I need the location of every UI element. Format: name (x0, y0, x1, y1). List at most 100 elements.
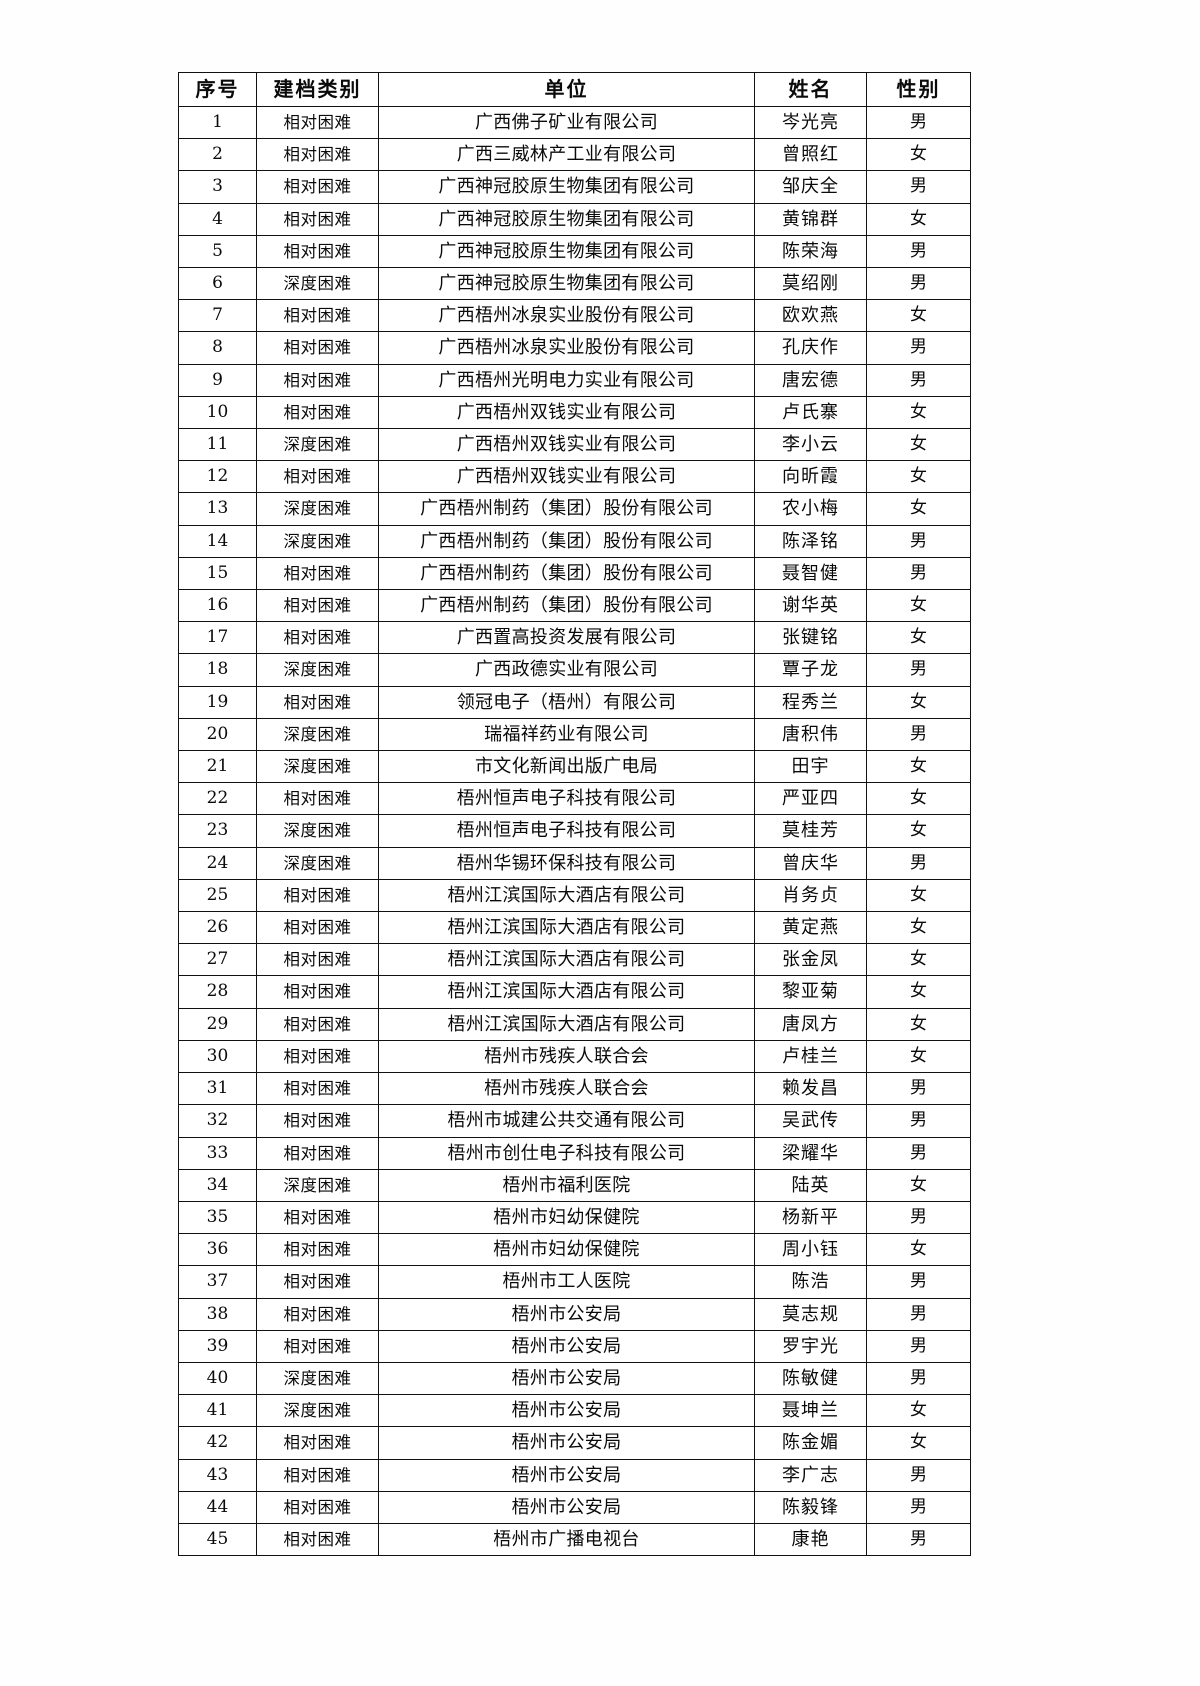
cell-gender: 男 (866, 1265, 971, 1299)
cell-seq: 33 (178, 1136, 257, 1170)
cell-category: 深度困难 (256, 428, 379, 462)
cell-name: 肖务贞 (754, 878, 867, 913)
cell-name: 梁耀华 (754, 1136, 867, 1170)
cell-seq: 2 (178, 138, 257, 172)
cell-seq: 3 (178, 170, 257, 204)
cell-gender: 男 (866, 105, 971, 140)
cell-name: 岑光亮 (754, 105, 867, 140)
table-row: 40 深度困难 梧州市公安局 陈敏健男 (178, 1361, 971, 1396)
cell-gender: 女 (866, 911, 971, 945)
cell-name: 陈浩 (754, 1265, 867, 1299)
cell-seq: 42 (178, 1426, 257, 1460)
cell-name: 唐宏德 (754, 363, 867, 397)
cell-unit: 梧州市公安局 (378, 1458, 755, 1492)
cell-seq: 41 (178, 1394, 257, 1428)
cell-unit: 广西神冠胶原生物集团有限公司 (378, 202, 755, 236)
cell-seq: 36 (178, 1233, 257, 1267)
cell-category: 相对困难 (256, 202, 379, 236)
cell-category: 相对困难 (256, 1490, 379, 1524)
cell-name: 欧欢燕 (754, 299, 867, 333)
cell-name: 田宇 (754, 750, 867, 784)
cell-unit: 广西梧州双钱实业有限公司 (378, 395, 755, 430)
cell-category: 相对困难 (256, 621, 379, 655)
table-row: 31 相对困难 梧州市残疾人联合会 赖发昌男 (178, 1072, 971, 1106)
cell-name: 聂智健 (754, 556, 867, 591)
cell-name: 陈毅锋 (754, 1490, 867, 1524)
cell-category: 相对困难 (256, 1522, 379, 1557)
cell-unit: 广西梧州光明电力实业有限公司 (378, 363, 755, 397)
cell-category: 相对困难 (256, 170, 379, 204)
cell-gender: 男 (866, 1458, 971, 1492)
cell-seq: 11 (178, 428, 257, 462)
cell-seq: 21 (178, 750, 257, 784)
table-row: 16 相对困难 广西梧州制药（集团）股份有限公司 谢华英女 (178, 589, 971, 623)
table-row: 19 相对困难 领冠电子（梧州）有限公司 程秀兰女 (178, 685, 971, 719)
cell-unit: 广西梧州制药（集团）股份有限公司 (378, 492, 755, 526)
cell-name: 黄定燕 (754, 911, 867, 945)
cell-gender: 男 (866, 1104, 971, 1138)
cell-category: 相对困难 (256, 395, 379, 430)
cell-gender: 女 (866, 460, 971, 494)
cell-seq: 17 (178, 621, 257, 655)
cell-unit: 梧州江滨国际大酒店有限公司 (378, 943, 755, 977)
cell-unit: 广西梧州冰泉实业股份有限公司 (378, 331, 755, 365)
cell-seq: 40 (178, 1361, 257, 1396)
cell-seq: 15 (178, 556, 257, 591)
column-header-unit: 单位 (378, 72, 755, 107)
cell-name: 黄锦群 (754, 202, 867, 236)
cell-name: 向昕霞 (754, 460, 867, 494)
cell-gender: 男 (866, 717, 971, 752)
cell-name: 程秀兰 (754, 685, 867, 719)
cell-category: 相对困难 (256, 1426, 379, 1460)
cell-gender: 男 (866, 363, 971, 397)
cell-name: 吴武传 (754, 1104, 867, 1138)
cell-unit: 广西三威林产工业有限公司 (378, 138, 755, 172)
cell-gender: 男 (866, 846, 971, 880)
cell-category: 相对困难 (256, 1329, 379, 1363)
cell-name: 卢氏寨 (754, 395, 867, 430)
table-row: 21 深度困难 市文化新闻出版广电局 田宇女 (178, 750, 971, 784)
cell-gender: 女 (866, 621, 971, 655)
cell-category: 相对困难 (256, 1007, 379, 1041)
table-row: 37 相对困难 梧州市工人医院 陈浩男 (178, 1265, 971, 1299)
cell-unit: 梧州江滨国际大酒店有限公司 (378, 878, 755, 913)
cell-category: 深度困难 (256, 814, 379, 848)
cell-name: 孔庆作 (754, 331, 867, 365)
table-row: 12 相对困难 广西梧州双钱实业有限公司 向昕霞女 (178, 460, 971, 494)
cell-seq: 16 (178, 589, 257, 623)
table-header: 序号 建档类别 单位 姓名 性别 (178, 72, 971, 107)
table-row: 39 相对困难 梧州市公安局 罗宇光男 (178, 1329, 971, 1363)
cell-category: 相对困难 (256, 1072, 379, 1106)
cell-gender: 女 (866, 782, 971, 816)
cell-gender: 女 (866, 492, 971, 526)
cell-category: 相对困难 (256, 943, 379, 977)
roster-table: 序号 建档类别 单位 姓名 性别 1 相对困难 广西佛子矿业有限公司 岑光亮男 2 相对困… (178, 72, 971, 1557)
cell-category: 相对困难 (256, 234, 379, 269)
table-row: 17 相对困难 广西置高投资发展有限公司 张键铭女 (178, 621, 971, 655)
cell-unit: 瑞福祥药业有限公司 (378, 717, 755, 752)
cell-unit: 市文化新闻出版广电局 (378, 750, 755, 784)
cell-gender: 女 (866, 1233, 971, 1267)
column-header-gender: 性别 (866, 72, 971, 107)
cell-name: 曾照红 (754, 138, 867, 172)
table-row: 6 深度困难 广西神冠胶原生物集团有限公司 莫绍刚男 (178, 267, 971, 301)
cell-name: 曾庆华 (754, 846, 867, 880)
cell-gender: 女 (866, 1394, 971, 1428)
table-row: 44 相对困难 梧州市公安局 陈毅锋男 (178, 1490, 971, 1524)
column-header-category: 建档类别 (256, 72, 379, 107)
cell-category: 相对困难 (256, 331, 379, 365)
cell-unit: 梧州市公安局 (378, 1361, 755, 1396)
table-row: 45 相对困难 梧州市广播电视台 康艳男 (178, 1522, 971, 1557)
cell-name: 康艳 (754, 1522, 867, 1557)
table-row: 28 相对困难 梧州江滨国际大酒店有限公司 黎亚菊女 (178, 975, 971, 1009)
cell-category: 相对困难 (256, 878, 379, 913)
cell-gender: 女 (866, 299, 971, 333)
cell-category: 深度困难 (256, 653, 379, 687)
cell-category: 相对困难 (256, 589, 379, 623)
cell-gender: 女 (866, 1168, 971, 1202)
cell-unit: 梧州市妇幼保健院 (378, 1233, 755, 1267)
cell-gender: 女 (866, 1426, 971, 1460)
cell-unit: 梧州市妇幼保健院 (378, 1200, 755, 1235)
cell-unit: 广西佛子矿业有限公司 (378, 105, 755, 140)
